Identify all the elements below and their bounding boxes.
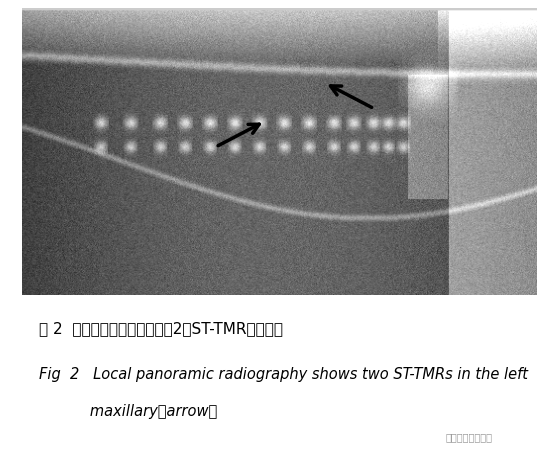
Text: maxillary（arrow）: maxillary（arrow） [39,403,217,418]
Text: 国际口腔医学杂志: 国际口腔医学杂志 [446,431,493,441]
Text: Fig  2   Local panoramic radiography shows two ST-TMRs in the left: Fig 2 Local panoramic radiography shows … [39,366,528,381]
Text: 图 2  局部曲面体层片示左上颌2颗ST-TMR（箭头）: 图 2 局部曲面体层片示左上颌2颗ST-TMR（箭头） [39,321,283,336]
